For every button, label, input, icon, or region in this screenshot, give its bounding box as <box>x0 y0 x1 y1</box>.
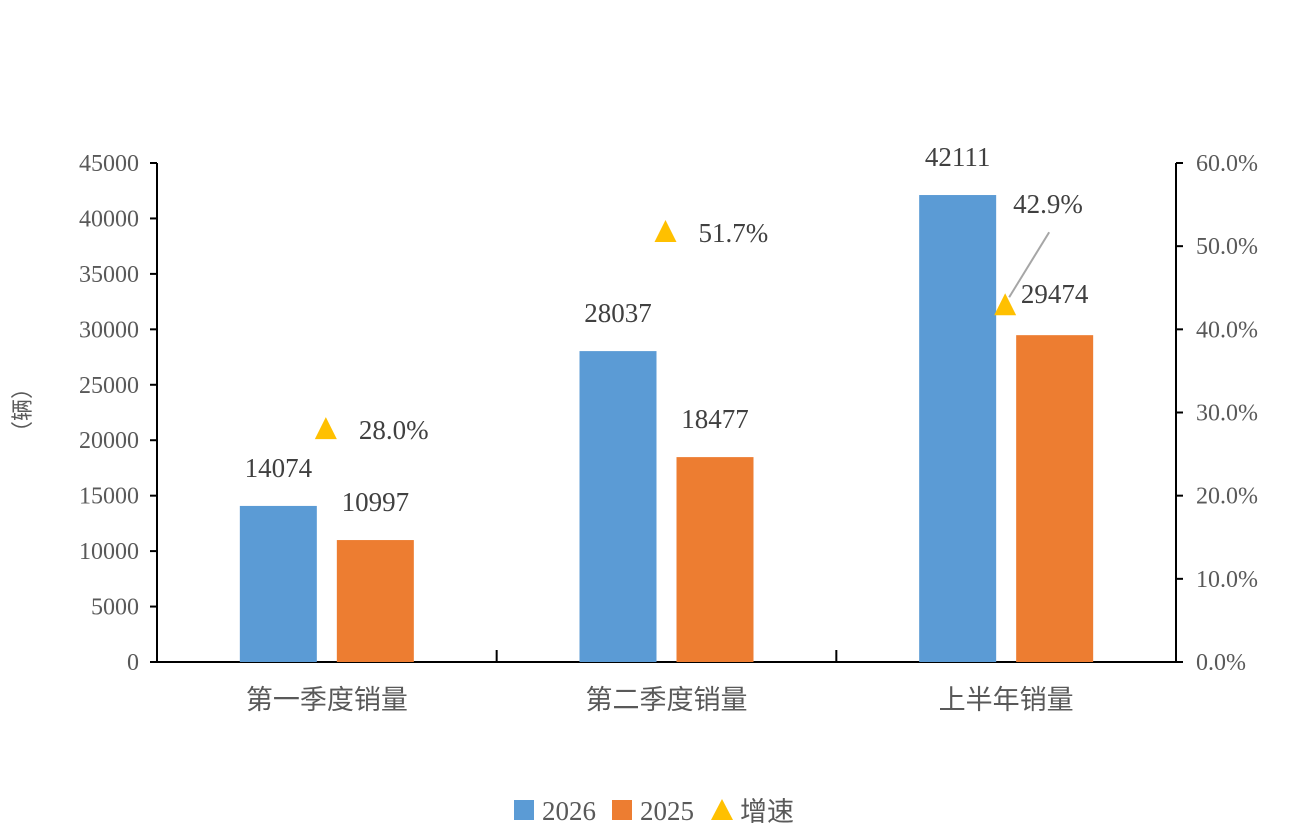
bar-value-label: 14074 <box>245 453 313 483</box>
y-axis-title: （辆） <box>11 377 36 443</box>
leader-line <box>1008 231 1051 298</box>
axes: 0 5000 10000 15000 20000 25000 30000 35000 40000… <box>79 151 1258 716</box>
bar-2026 <box>579 351 657 662</box>
growth-value-label: 51.7% <box>699 218 769 248</box>
growth-value-label: 28.0% <box>359 415 429 445</box>
bar-value-label: 42111 <box>925 142 991 172</box>
bar-value-label: 28037 <box>584 298 652 328</box>
y2-tick-label: 60.0% <box>1196 151 1258 177</box>
y-tick-label: 25000 <box>79 373 139 399</box>
y2-tick-label: 0.0% <box>1196 650 1246 676</box>
bar-value-label: 29474 <box>1021 279 1089 309</box>
bar-value-label: 10997 <box>342 487 410 517</box>
bars <box>239 195 1094 662</box>
growth-triangle-icon <box>994 293 1017 316</box>
bar-2025 <box>336 540 414 662</box>
y-tick-label: 20000 <box>79 428 139 454</box>
y-tick-label: 5000 <box>91 595 139 621</box>
growth-triangle-icon <box>654 220 677 243</box>
y-tick-label: 35000 <box>79 262 139 288</box>
y-tick-label: 30000 <box>79 317 139 343</box>
legend-swatch-2026 <box>514 800 534 820</box>
y2-tick-label: 30.0% <box>1196 401 1258 427</box>
legend: 2026 2025 增速 <box>514 796 794 828</box>
bar-2025 <box>676 457 754 662</box>
bar-2026 <box>919 195 997 662</box>
y2-tick-label: 20.0% <box>1196 484 1258 510</box>
bar-2025 <box>1016 335 1094 662</box>
legend-label: 2026 <box>542 796 596 826</box>
legend-label: 2025 <box>640 796 694 826</box>
growth-triangle-icon <box>314 417 337 440</box>
legend-triangle-icon <box>711 799 733 820</box>
y2-tick-label: 10.0% <box>1196 567 1258 593</box>
growth-value-label: 42.9% <box>1013 189 1083 219</box>
y-tick-label: 40000 <box>79 206 139 232</box>
bar-value-label: 18477 <box>681 404 749 434</box>
legend-label: 增速 <box>740 797 794 828</box>
y2-tick-label: 50.0% <box>1196 234 1258 260</box>
x-tick-label: 第二季度销量 <box>586 685 748 716</box>
bar-2026 <box>239 505 317 662</box>
legend-swatch-2025 <box>612 800 632 820</box>
data-labels: 14074 28037 42111 10997 18477 29474 28.0% 51.7%… <box>245 142 1089 517</box>
y-tick-label: 15000 <box>79 484 139 510</box>
x-tick-label: 上半年销量 <box>939 685 1074 716</box>
y2-tick-label: 40.0% <box>1196 317 1258 343</box>
y-tick-label: 10000 <box>79 539 139 565</box>
x-tick-label: 第一季度销量 <box>246 685 408 716</box>
y-tick-label: 0 <box>127 650 139 676</box>
growth-markers <box>314 220 1017 440</box>
y-tick-label: 45000 <box>79 151 139 177</box>
